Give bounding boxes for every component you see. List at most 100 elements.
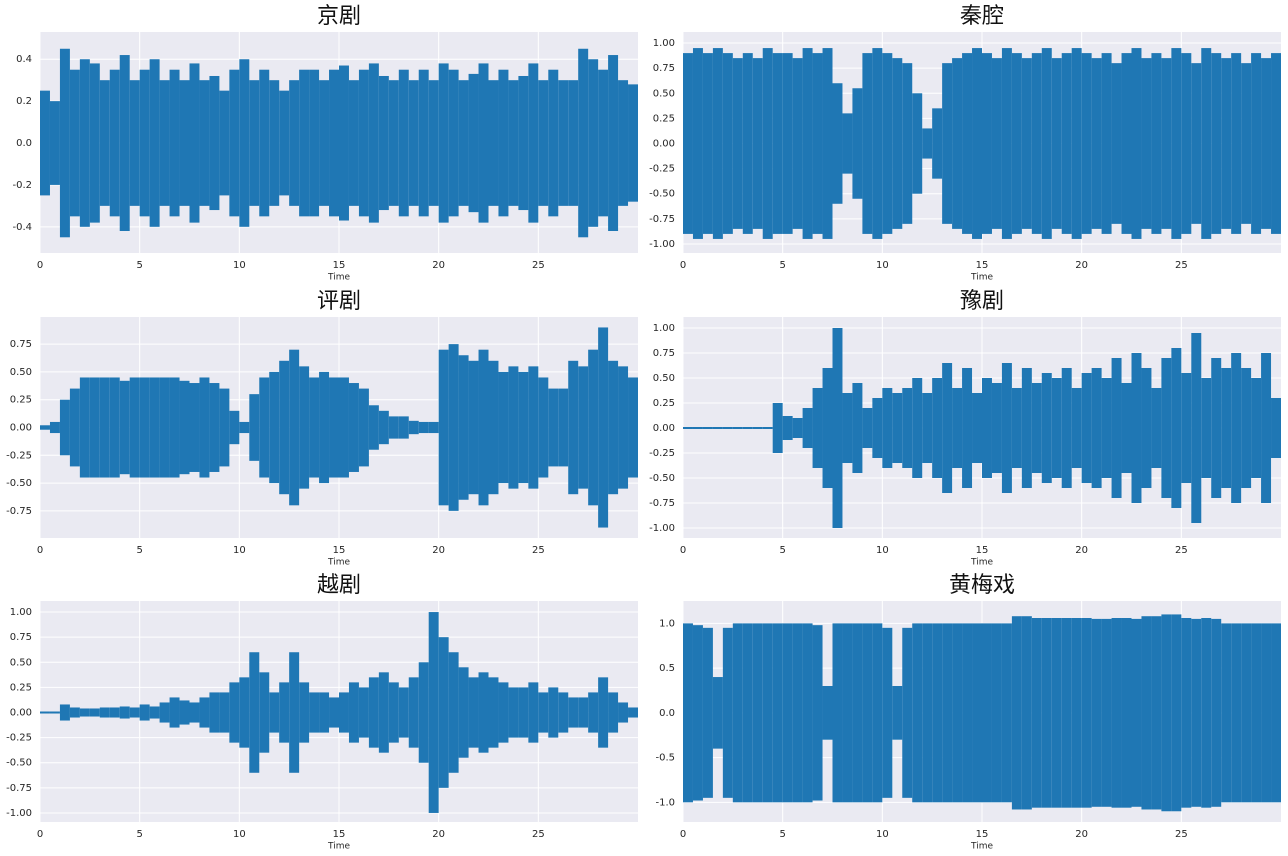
waveform-segment: [458, 667, 469, 758]
waveform-segment: [702, 53, 713, 234]
waveform-segment: [329, 377, 339, 478]
waveform-segment: [339, 692, 349, 733]
x-tick-label: 5: [779, 260, 785, 271]
waveform-segment: [772, 403, 783, 453]
waveform-segment: [169, 377, 180, 478]
waveform-segment: [628, 84, 638, 202]
waveform-segment: [1211, 358, 1222, 498]
waveform: [683, 614, 1281, 812]
waveform-segment: [388, 416, 399, 439]
x-tick-label: 15: [333, 545, 346, 556]
x-tick-label: 15: [976, 829, 989, 840]
x-axis-label: Time: [970, 558, 993, 568]
waveform-segment: [1241, 368, 1252, 488]
y-tick-label: -1.00: [649, 239, 675, 250]
waveform-segment: [822, 48, 833, 239]
waveform-segment: [598, 69, 609, 217]
waveform-segment: [239, 421, 250, 434]
waveform-segment: [1091, 368, 1102, 488]
waveform-segment: [99, 80, 110, 206]
waveform-segment: [972, 48, 982, 239]
subplot: -1.00 -0.75 -0.50 -0.25 0.00 0.25 0.50 0.75 1.00…: [649, 4, 1281, 283]
waveform-segment: [79, 377, 90, 478]
waveform-segment: [722, 53, 733, 234]
waveform-segment: [478, 672, 489, 753]
waveform-segment: [882, 388, 893, 468]
waveform-segment: [812, 388, 823, 468]
waveform-segment: [378, 75, 389, 211]
waveform-segment: [129, 80, 140, 206]
y-tick-label: -1.0: [655, 797, 675, 808]
waveform-segment: [358, 687, 369, 738]
waveform-segment: [588, 349, 599, 506]
waveform-segment: [498, 682, 509, 743]
waveform-segment: [279, 360, 290, 495]
waveform-segment: [309, 692, 320, 733]
waveform-segment: [40, 425, 50, 430]
waveform-segment: [1181, 618, 1192, 808]
waveform-segment: [932, 108, 943, 179]
waveform-segment: [712, 677, 723, 749]
x-tick-label: 25: [532, 545, 545, 556]
waveform-segment: [1271, 398, 1281, 458]
waveform-segment: [1151, 388, 1162, 468]
waveform-segment: [1081, 53, 1092, 234]
waveform-segment: [982, 53, 992, 234]
waveform-segment: [518, 371, 529, 484]
waveform-segment: [209, 75, 220, 211]
waveform-segment: [732, 58, 743, 229]
x-tick-label: 10: [876, 829, 889, 840]
waveform-segment: [448, 344, 459, 511]
x-tick-label: 20: [432, 829, 445, 840]
waveform-segment: [199, 80, 210, 206]
waveform-segment: [1051, 378, 1062, 478]
y-tick-label: -0.25: [6, 733, 32, 744]
waveform-segment: [418, 662, 429, 763]
waveform-segment: [1021, 58, 1032, 229]
waveform-segment: [1111, 63, 1122, 224]
waveform-segment: [832, 328, 843, 528]
waveform-segment: [1121, 53, 1132, 234]
waveform-segment: [428, 421, 439, 434]
x-tick-label: 20: [1075, 260, 1088, 271]
waveform-segment: [852, 383, 863, 473]
waveform-segment: [892, 393, 903, 463]
y-tick-label: 0.0: [659, 708, 675, 719]
waveform-segment: [712, 48, 723, 239]
waveform-segment: [528, 366, 539, 489]
subplot: -1.00 -0.75 -0.50 -0.25 0.00 0.25 0.50 0.75 1.00…: [649, 289, 1281, 568]
waveform-segment: [1241, 623, 1252, 803]
waveform-segment: [1131, 48, 1142, 239]
waveform-segment: [1101, 53, 1112, 234]
waveform-segment: [109, 707, 120, 718]
waveform-segment: [289, 349, 300, 506]
waveform-segment: [329, 697, 339, 728]
waveform-segment: [408, 420, 419, 435]
x-tick-label: 0: [37, 260, 43, 271]
waveform-segment: [1261, 353, 1272, 503]
waveform-segment: [1241, 63, 1252, 224]
waveform-segment: [229, 682, 240, 743]
waveform-segment: [842, 393, 853, 463]
waveform-segment: [169, 69, 180, 217]
waveform-segment: [289, 652, 300, 773]
waveform-segment: [1141, 368, 1152, 488]
waveform-segment: [852, 88, 863, 199]
waveform-segment: [299, 682, 310, 743]
chart-title: 黄梅戏: [949, 573, 1015, 598]
x-tick-label: 25: [1175, 260, 1188, 271]
waveform-segment: [762, 623, 773, 803]
waveform-segment: [568, 360, 579, 495]
waveform-segment: [762, 427, 773, 429]
waveform-segment: [179, 700, 190, 725]
waveform-segment: [722, 627, 733, 798]
waveform-segment: [249, 80, 260, 206]
waveform-segment: [802, 623, 813, 803]
waveform-segment: [59, 704, 70, 721]
waveform-segment: [842, 113, 853, 174]
waveform-segment: [368, 677, 379, 748]
waveform-segment: [388, 80, 399, 206]
waveform-segment: [199, 377, 210, 478]
waveform-segment: [319, 371, 330, 484]
waveform-segment: [892, 58, 903, 229]
